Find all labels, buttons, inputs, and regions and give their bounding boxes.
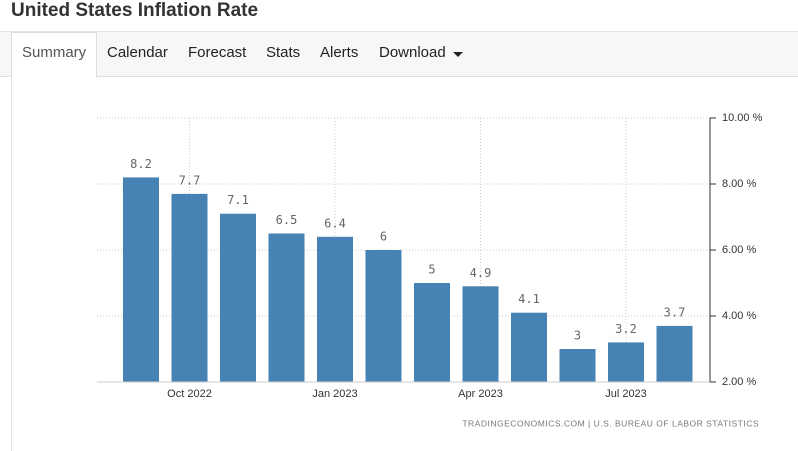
x-tick-label: Jul 2023 (605, 388, 647, 400)
bar (414, 283, 450, 382)
value-label: 3.7 (664, 305, 686, 319)
bar (511, 312, 547, 382)
bar (462, 286, 499, 382)
x-tick-label: Oct 2022 (167, 388, 212, 400)
value-label: 6.4 (324, 216, 346, 230)
tab[interactable]: Alerts (320, 44, 359, 61)
dropdown-caret (453, 52, 463, 57)
tab-bar: Summary Calendar Forecast Stats Alerts D… (0, 31, 798, 78)
y-tick-label: 10.00 % (722, 112, 763, 124)
source-note: TRADINGECONOMICS.COM | U.S. BUREAU OF LA… (462, 418, 759, 428)
value-label: 3 (574, 329, 581, 343)
x-tick-label: Jan 2023 (312, 388, 357, 400)
bar (656, 325, 693, 382)
bar (268, 233, 305, 382)
value-label: 4.1 (518, 292, 540, 306)
bar (220, 213, 256, 382)
tab[interactable]: Forecast (188, 44, 247, 61)
x-tick-label: Apr 2023 (458, 388, 503, 400)
value-label: 5 (428, 263, 435, 277)
bar (365, 250, 402, 382)
tab[interactable]: Summary (22, 44, 87, 61)
value-label: 7.7 (179, 173, 201, 187)
content-panel (11, 76, 798, 451)
tab[interactable]: Stats (266, 44, 301, 61)
bar (317, 236, 353, 382)
value-label: 7.1 (227, 193, 249, 207)
value-label: 4.9 (470, 266, 492, 280)
value-label: 6 (380, 230, 387, 244)
tab[interactable]: Calendar (107, 44, 168, 61)
bar (171, 193, 208, 382)
value-label: 3.2 (615, 322, 637, 336)
bar (559, 349, 596, 382)
y-tick-label: 6.00 % (722, 244, 756, 256)
bar (608, 342, 644, 382)
bar (123, 177, 159, 382)
value-label: 6.5 (276, 213, 298, 227)
page-title: United States Inflation Rate (11, 0, 259, 21)
value-label: 8.2 (130, 157, 152, 171)
y-tick-label: 8.00 % (722, 178, 756, 190)
y-tick-label: 2.00 % (722, 376, 756, 388)
active-tab-bg (11, 32, 97, 78)
y-tick-label: 4.00 % (722, 310, 756, 322)
tab[interactable]: Download (379, 44, 446, 61)
